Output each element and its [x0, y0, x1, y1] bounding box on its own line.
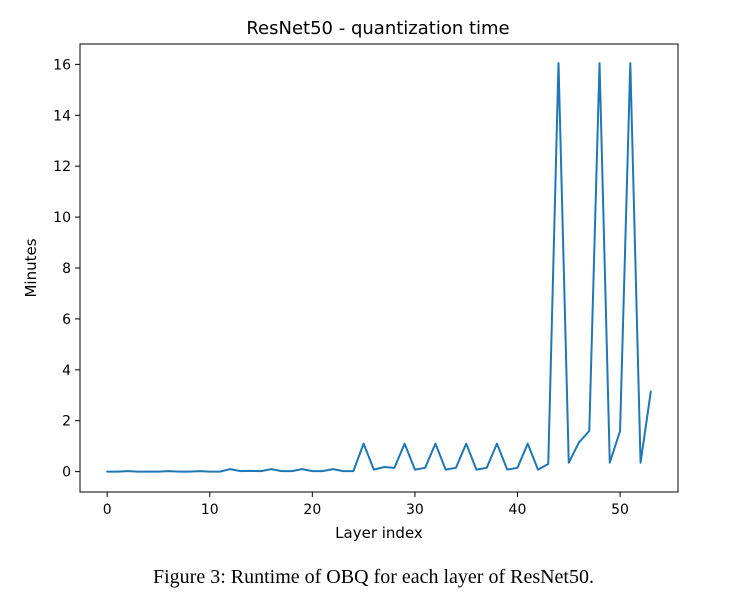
y-tick-label: 6: [62, 312, 71, 328]
y-tick-label: 12: [53, 159, 71, 175]
chart-title: ResNet50 - quantization time: [246, 18, 509, 39]
x-tick-label: 30: [406, 502, 424, 518]
y-tick-label: 0: [62, 465, 71, 481]
y-tick-label: 10: [53, 210, 71, 226]
x-tick-label: 50: [611, 502, 629, 518]
y-tick-label: 16: [53, 57, 71, 73]
series-line: [106, 62, 652, 473]
y-tick-label: 2: [62, 414, 71, 430]
y-tick-label: 4: [62, 363, 71, 379]
y-tick-label: 14: [53, 108, 71, 124]
x-tick-label: 0: [103, 502, 112, 518]
figure-caption: Figure 3: Runtime of OBQ for each layer …: [152, 566, 594, 588]
x-axis-label: Layer index: [335, 524, 423, 542]
x-tick-label: 10: [201, 502, 219, 518]
x-tick-label: 20: [303, 502, 321, 518]
x-tick-label: 40: [509, 502, 527, 518]
plot-frame: [79, 43, 679, 493]
y-tick-label: 8: [62, 261, 71, 277]
y-axis-label: Minutes: [22, 238, 40, 297]
